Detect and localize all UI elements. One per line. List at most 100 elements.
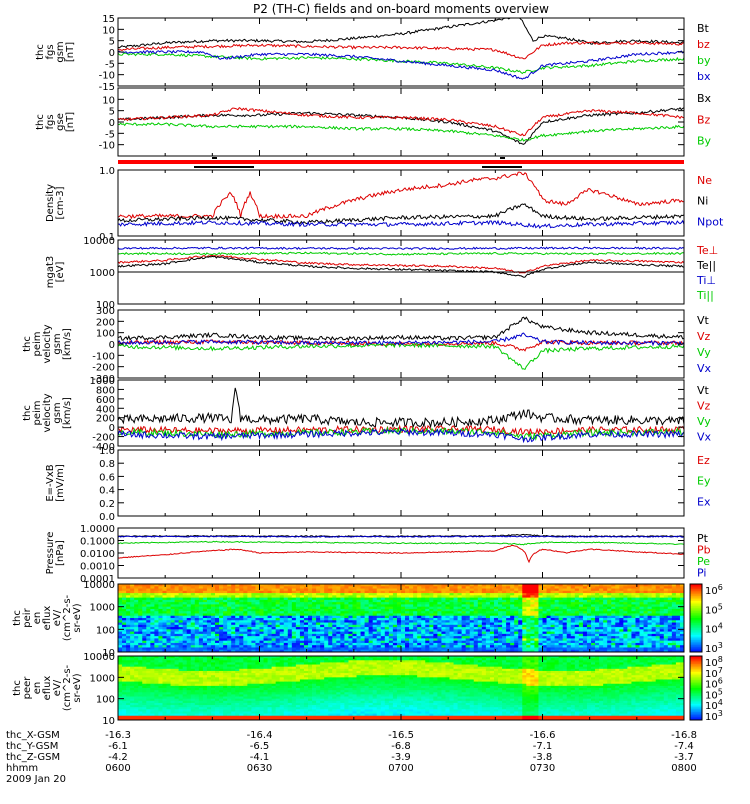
spectrogram-cell bbox=[385, 616, 389, 619]
spectrogram-cell bbox=[195, 645, 199, 648]
spectrogram-cell bbox=[514, 611, 518, 614]
spectrogram-cell bbox=[437, 629, 441, 632]
spectrogram-cell bbox=[223, 625, 227, 628]
spectrogram-cell bbox=[579, 602, 583, 605]
spectrogram-cell bbox=[579, 595, 583, 598]
spectrogram-cell bbox=[401, 589, 405, 592]
spectrogram-cell bbox=[150, 602, 154, 605]
spectrogram-cell bbox=[538, 629, 542, 632]
spectrogram-cell bbox=[534, 602, 538, 605]
spectrogram-cell bbox=[300, 629, 304, 632]
spectrogram-cell bbox=[288, 604, 292, 607]
spectrogram-cell bbox=[219, 616, 223, 619]
spectrogram-cell bbox=[272, 643, 276, 646]
spectrogram-cell bbox=[627, 643, 631, 646]
spectrogram-cell bbox=[644, 645, 648, 648]
spectrogram-cell bbox=[320, 638, 324, 641]
spectrogram-cell bbox=[437, 643, 441, 646]
spectrogram-cell bbox=[223, 638, 227, 641]
spectrogram-cell bbox=[498, 629, 502, 632]
spectrogram-cell bbox=[146, 611, 150, 614]
spectrogram-cell bbox=[357, 616, 361, 619]
spectrogram-cell bbox=[373, 643, 377, 646]
spectrogram-cell bbox=[328, 636, 332, 639]
spectrogram-cell bbox=[154, 611, 158, 614]
spectrogram-cell bbox=[361, 604, 365, 607]
spectrogram-cell bbox=[223, 609, 227, 612]
spectrogram-cell bbox=[635, 591, 639, 594]
spectrogram-cell bbox=[413, 643, 417, 646]
spectrogram-cell bbox=[268, 604, 272, 607]
spectrogram-cell bbox=[357, 591, 361, 594]
spectrogram-cell bbox=[175, 611, 179, 614]
spectrogram-cell bbox=[547, 643, 551, 646]
spectrogram-cell bbox=[348, 625, 352, 628]
spectrogram-cell bbox=[417, 625, 421, 628]
spectrogram-cell bbox=[450, 636, 454, 639]
spectrogram-cell bbox=[336, 598, 340, 601]
spectrogram-cell bbox=[332, 611, 336, 614]
spectrogram-cell bbox=[352, 623, 356, 626]
spectrogram-cell bbox=[668, 611, 672, 614]
spectrogram-cell bbox=[247, 636, 251, 639]
spectrogram-cell bbox=[450, 611, 454, 614]
spectrogram-cell bbox=[490, 595, 494, 598]
spectrogram-cell bbox=[316, 609, 320, 612]
spectrogram-cell bbox=[130, 589, 134, 592]
spectrogram-cell bbox=[336, 645, 340, 648]
spectrogram-cell bbox=[336, 629, 340, 632]
spectrogram-cell bbox=[389, 636, 393, 639]
spectrogram-cell bbox=[462, 618, 466, 621]
spectrogram-cell bbox=[276, 595, 280, 598]
spectrogram-cell bbox=[648, 632, 652, 635]
spectrogram-cell bbox=[369, 632, 373, 635]
spectrogram-cell bbox=[332, 625, 336, 628]
spectrogram-cell bbox=[615, 632, 619, 635]
spectrogram-cell bbox=[158, 645, 162, 648]
spectrogram-cell bbox=[195, 602, 199, 605]
spectrogram-cell bbox=[219, 591, 223, 594]
spectrogram-cell bbox=[603, 636, 607, 639]
spectrogram-cell bbox=[130, 618, 134, 621]
spectrogram-cell bbox=[502, 595, 506, 598]
spectrogram-cell bbox=[652, 638, 656, 641]
spectrogram-cell bbox=[284, 638, 288, 641]
spectrogram-cell bbox=[599, 595, 603, 598]
spectrogram-cell bbox=[607, 625, 611, 628]
y-tick-label: 100 bbox=[96, 625, 115, 636]
spectrogram-cell bbox=[235, 604, 239, 607]
spectrogram-cell bbox=[676, 632, 680, 635]
spectrogram-cell bbox=[579, 609, 583, 612]
spectrogram-cell bbox=[300, 611, 304, 614]
spectrogram-cell bbox=[122, 618, 126, 621]
spectrogram-cell bbox=[490, 625, 494, 628]
spectrogram-cell bbox=[357, 595, 361, 598]
spectrogram-cell bbox=[324, 595, 328, 598]
spectrogram-cell bbox=[534, 638, 538, 641]
spectrogram-cell bbox=[441, 591, 445, 594]
spectrogram-cell bbox=[437, 618, 441, 621]
spectrogram-cell bbox=[526, 609, 530, 612]
spectrogram-cell bbox=[583, 643, 587, 646]
spectrogram-cell bbox=[425, 636, 429, 639]
spectrogram-cell bbox=[583, 632, 587, 635]
legend-fgs-gsm-bz: bz bbox=[697, 38, 710, 51]
spectrogram-cell bbox=[631, 632, 635, 635]
spectrogram-cell bbox=[344, 589, 348, 592]
spectrogram-cell bbox=[534, 645, 538, 648]
spectrogram-cell bbox=[284, 604, 288, 607]
spectrogram-cell bbox=[607, 638, 611, 641]
spectrogram-cell bbox=[361, 645, 365, 648]
spectrogram-cell bbox=[619, 609, 623, 612]
spectrogram-cell bbox=[223, 645, 227, 648]
spectrogram-cell bbox=[547, 632, 551, 635]
spectrogram-cell bbox=[506, 595, 510, 598]
spectrogram-cell bbox=[454, 629, 458, 632]
spectrogram-cell bbox=[118, 623, 122, 626]
spectrogram-cell bbox=[211, 625, 215, 628]
spectrogram-cell bbox=[352, 602, 356, 605]
spectrogram-cell bbox=[640, 623, 644, 626]
spectrogram-cell bbox=[219, 611, 223, 614]
spectrogram-cell bbox=[518, 632, 522, 635]
spectrogram-cell bbox=[587, 609, 591, 612]
